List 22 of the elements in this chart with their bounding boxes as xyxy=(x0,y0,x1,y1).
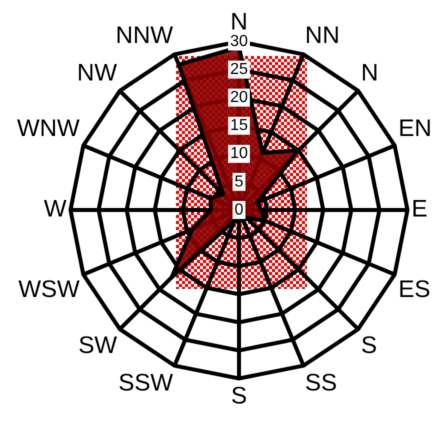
y-tick-label: 10 xyxy=(230,145,248,162)
spoke-label: NN xyxy=(305,22,340,49)
y-tick-label: 5 xyxy=(234,173,244,190)
spoke-label: WSW xyxy=(18,276,80,304)
spoke-label: WNW xyxy=(16,115,80,142)
y-tick-label: 30 xyxy=(230,32,248,50)
spoke-label: W xyxy=(44,196,67,223)
y-tick-label: 20 xyxy=(230,89,248,106)
y-tick-label: 25 xyxy=(230,60,248,78)
y-tick-label: 0 xyxy=(234,201,244,218)
spoke-label: S xyxy=(230,382,248,410)
spoke-label: E xyxy=(411,196,428,223)
spoke-label: ES xyxy=(398,276,430,304)
spoke-label: N xyxy=(360,59,378,86)
spoke-label: NNW xyxy=(116,22,174,49)
spoke-label: S xyxy=(360,332,377,359)
spoke-label: EN xyxy=(398,115,432,142)
spoke-label: SSW xyxy=(118,369,174,396)
y-tick-label: 15 xyxy=(230,117,248,134)
spoke-label: SW xyxy=(78,332,118,359)
spoke-label: NW xyxy=(77,59,118,86)
spoke-label: SS xyxy=(305,369,338,396)
